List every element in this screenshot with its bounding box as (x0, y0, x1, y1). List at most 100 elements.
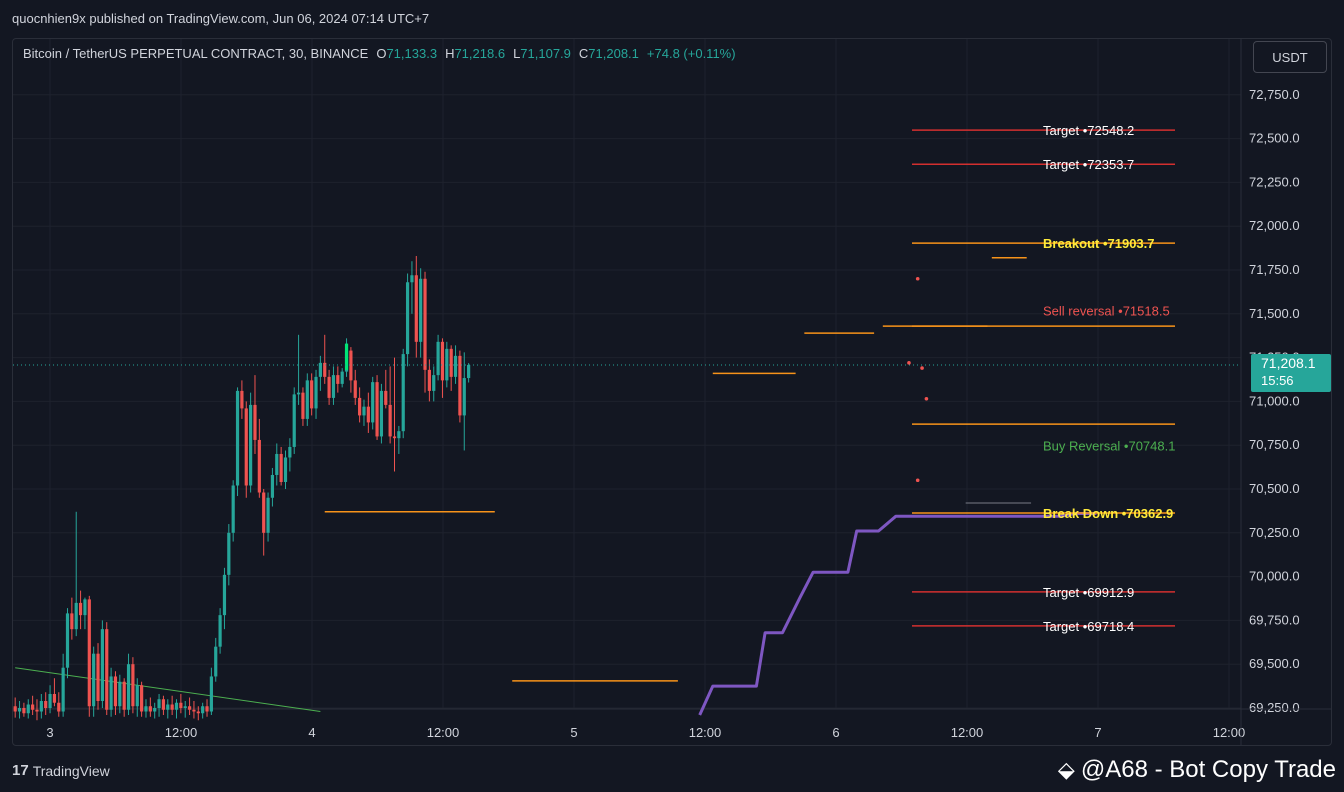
candle-body (405, 282, 410, 355)
y-tick-label: 70,500.0 (1249, 481, 1300, 496)
candle-body (449, 348, 453, 377)
candle-body (279, 453, 283, 482)
candle-body (462, 378, 466, 416)
publisher-bar: quocnhien9x published on TradingView.com… (0, 0, 1344, 38)
candle-body (323, 362, 327, 377)
candle-body (109, 676, 113, 710)
high-label: H (445, 46, 455, 61)
candle-body (453, 355, 458, 377)
tradingview-logo-text: TradingView (32, 762, 110, 779)
symbol-name[interactable]: Bitcoin / TetherUS PERPETUAL CONTRACT, 3… (23, 46, 369, 61)
candle-body (17, 708, 22, 712)
close-label: C (578, 46, 589, 61)
signal-level-label: Target •69912.9 (1043, 585, 1134, 600)
candle-body (209, 676, 213, 712)
candle-body (436, 341, 440, 376)
candle-body (353, 380, 357, 398)
y-tick-label: 70,250.0 (1249, 525, 1300, 540)
y-tick-label: 69,750.0 (1249, 612, 1300, 627)
candle-body (161, 699, 166, 710)
chart-frame[interactable]: 69,250.0 69,500.0 69,750.0 70,000.0 70,250.0… (12, 38, 1332, 746)
symbol-legend: Bitcoin / TetherUS PERPETUAL CONTRACT, 3… (23, 46, 744, 61)
candle-body (222, 574, 227, 616)
candle-body (78, 602, 83, 616)
tradingview-logo[interactable]: 17 TradingView (12, 762, 110, 779)
candle-body (392, 436, 397, 439)
x-tick-label: 5 (570, 725, 577, 740)
candle-body (257, 439, 261, 493)
y-tick-label: 72,750.0 (1249, 87, 1300, 102)
currency-button[interactable]: USDT (1253, 41, 1327, 73)
y-tick-label: 71,500.0 (1249, 306, 1300, 321)
candle-body (39, 700, 43, 712)
candle-body (170, 704, 174, 710)
signal-level-label: Break Down •70362.9 (1043, 506, 1173, 521)
candle-body (305, 380, 309, 419)
candle-body (187, 706, 192, 710)
candle-body (327, 376, 331, 398)
signal-level-label: Breakout •71903.7 (1043, 236, 1155, 251)
candle-body (244, 408, 248, 486)
highlight-candle (344, 343, 349, 370)
candle-body (235, 390, 240, 486)
candle-body (432, 375, 436, 391)
signal-dot (920, 366, 924, 370)
candle-body (13, 706, 17, 712)
y-tick-label: 71,000.0 (1249, 393, 1300, 408)
candle-body (118, 681, 122, 707)
candle-body (44, 700, 48, 708)
candle-body (358, 397, 362, 416)
x-tick-label: 12:00 (165, 725, 198, 740)
low-label: L (513, 46, 521, 61)
low-value: 71,107.9 (520, 46, 571, 61)
candle-body (22, 708, 26, 714)
binance-diamond-icon: ⬙ (1057, 757, 1075, 782)
candle-body (427, 369, 431, 391)
candle-body (48, 693, 52, 708)
candle-body (270, 474, 275, 498)
price-badge[interactable] (1251, 353, 1331, 392)
candle-body (174, 702, 179, 710)
candle-body (253, 404, 257, 440)
candle-body (266, 497, 270, 533)
candle-body (126, 664, 131, 710)
candle-body (87, 599, 91, 707)
candle-body (296, 392, 301, 395)
candle-body (196, 711, 200, 714)
watermark: ⬙ @A68 - Bot Copy Trade (1058, 756, 1336, 784)
purple-line (698, 512, 1097, 716)
candle-body (227, 532, 231, 575)
candle-body (31, 704, 35, 710)
footer: 17 TradingView ⬙ @A68 - Bot Copy Trade (0, 746, 1344, 792)
candle-body (144, 706, 148, 712)
candle-body (379, 390, 384, 437)
publisher-line: quocnhien9x published on TradingView.com… (12, 11, 430, 26)
candle-body (362, 406, 366, 416)
price-chart[interactable]: 69,250.0 69,500.0 69,750.0 70,000.0 70,250.0… (13, 39, 1332, 746)
y-tick-label: 72,000.0 (1249, 218, 1300, 233)
candle-body (283, 457, 288, 482)
signal-level-label: Target •72548.2 (1043, 123, 1134, 138)
signal-dot (924, 396, 929, 401)
candle-body (192, 709, 196, 712)
candle-body (52, 693, 57, 703)
candle-body (314, 376, 318, 409)
candle-body (100, 629, 104, 701)
candle-body (371, 382, 375, 423)
candle-body (467, 364, 471, 379)
candle-body (70, 613, 74, 630)
candle-body (249, 404, 253, 486)
candle-body (366, 406, 370, 423)
y-tick-label: 72,500.0 (1249, 131, 1300, 146)
x-tick-label: 7 (1094, 725, 1101, 740)
candle-body (240, 390, 244, 409)
candle-body (140, 685, 144, 712)
candle-body (57, 702, 61, 712)
candle-body (214, 646, 218, 677)
signal-level-label: Sell reversal •71518.5 (1043, 304, 1170, 319)
candle-body (440, 341, 445, 381)
candle-body (262, 492, 266, 533)
candle-body (96, 653, 100, 701)
candle-body (397, 431, 401, 439)
candle-body (153, 708, 157, 712)
